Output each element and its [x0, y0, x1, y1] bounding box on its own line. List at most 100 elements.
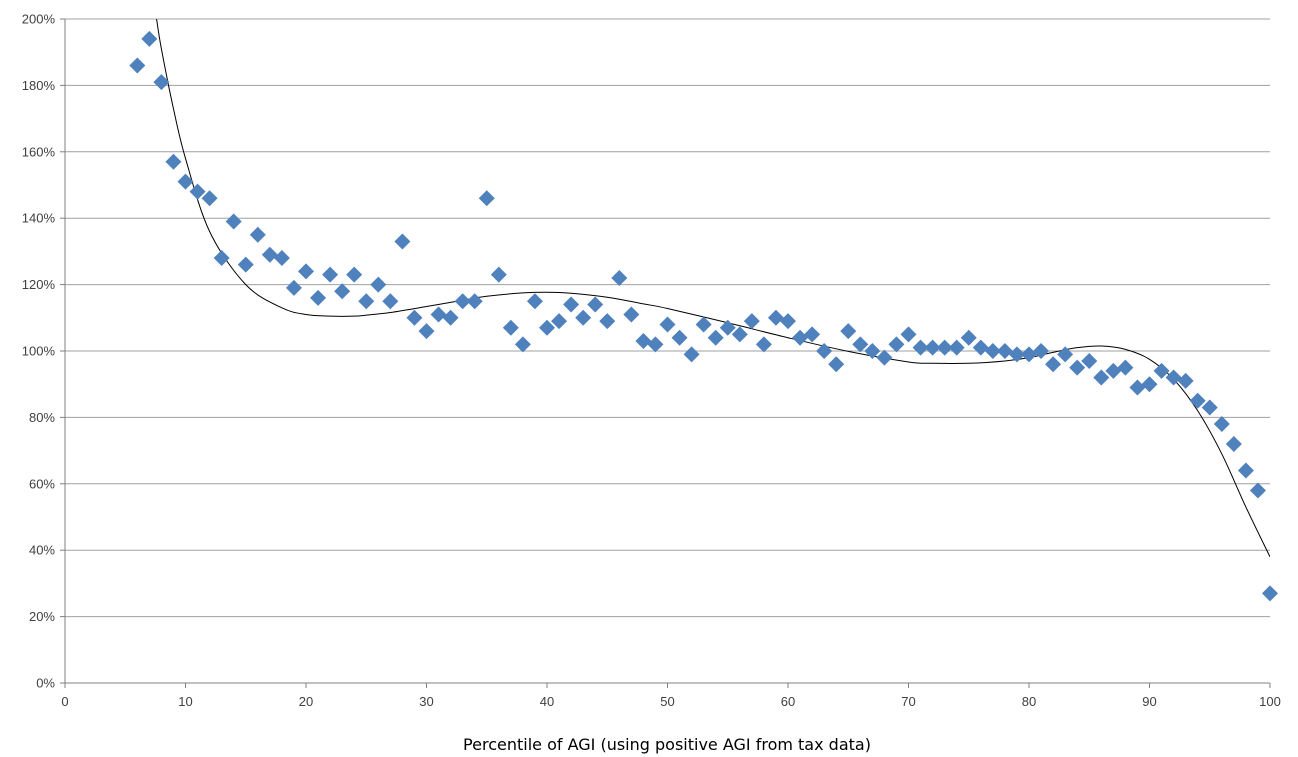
data-point: [828, 356, 845, 373]
data-point: [912, 339, 929, 356]
data-point: [587, 296, 604, 313]
x-tick-label: 80: [1022, 694, 1036, 709]
axes: [60, 18, 1271, 688]
data-point: [755, 336, 772, 353]
data-point: [1045, 356, 1062, 373]
x-tick-label: 50: [660, 694, 674, 709]
data-point: [1237, 462, 1254, 479]
data-point: [611, 269, 628, 286]
data-point: [575, 309, 592, 326]
data-point: [623, 306, 640, 323]
data-point: [635, 333, 652, 350]
data-point: [1093, 369, 1110, 386]
data-point: [261, 246, 278, 263]
data-point: [972, 339, 989, 356]
data-point: [358, 293, 375, 310]
data-point: [382, 293, 399, 310]
data-point: [526, 293, 543, 310]
data-point: [1189, 392, 1206, 409]
data-point: [1069, 359, 1086, 376]
x-tick-label: 20: [299, 694, 313, 709]
y-tick-label: 200%: [22, 12, 56, 27]
data-point: [225, 213, 242, 230]
data-point: [888, 336, 905, 353]
data-point: [984, 343, 1001, 359]
y-tick-label: 0%: [36, 676, 55, 691]
data-point: [695, 316, 712, 333]
y-tick-label: 160%: [22, 144, 56, 159]
x-tick-label: 100: [1259, 694, 1281, 709]
data-point: [201, 190, 218, 207]
y-tick-label: 100%: [22, 344, 56, 359]
data-point: [1105, 362, 1122, 379]
x-tick-label: 90: [1142, 694, 1156, 709]
data-point: [671, 329, 688, 346]
data-point: [514, 336, 531, 353]
data-point: [442, 309, 459, 326]
data-point: [731, 326, 748, 343]
x-axis-title: Percentile of AGI (using positive AGI fr…: [463, 735, 871, 754]
data-point: [249, 226, 266, 243]
data-point: [1177, 372, 1194, 389]
data-point: [804, 326, 821, 343]
x-tick-label: 60: [781, 694, 795, 709]
data-point: [1033, 343, 1050, 359]
data-point: [767, 309, 784, 326]
data-point: [707, 329, 724, 346]
data-point: [1008, 346, 1025, 363]
tick-labels: 0% 20% 40% 60% 80% 100% 120% 140% 160% 180% 200% 0 1…: [22, 12, 1281, 710]
data-point: [454, 293, 471, 310]
data-point: [237, 256, 254, 273]
data-point: [563, 296, 580, 313]
data-point: [466, 293, 483, 310]
data-point: [430, 306, 447, 323]
data-point: [551, 313, 568, 330]
x-tick-label: 0: [61, 694, 68, 709]
data-point: [864, 343, 881, 359]
data-point: [285, 279, 302, 296]
data-point: [900, 326, 917, 343]
data-point: [960, 329, 977, 346]
data-point: [683, 346, 700, 363]
data-point: [153, 74, 170, 91]
data-point: [599, 313, 616, 330]
y-tick-label: 140%: [22, 211, 56, 226]
data-point: [647, 336, 664, 353]
data-point: [1213, 416, 1230, 433]
data-point: [1225, 435, 1242, 452]
y-tick-label: 80%: [29, 410, 55, 425]
data-point: [1262, 585, 1278, 602]
data-point: [1021, 346, 1037, 363]
data-point: [780, 313, 796, 330]
data-point: [129, 57, 146, 74]
data-point: [996, 343, 1013, 359]
data-point: [1249, 482, 1266, 499]
data-point: [1081, 352, 1098, 369]
data-point: [1201, 399, 1218, 416]
data-point: [213, 250, 230, 267]
y-tick-label: 60%: [29, 476, 55, 491]
data-point: [1165, 369, 1182, 386]
data-point: [1129, 379, 1146, 396]
gridlines: [65, 18, 1270, 618]
data-points: [129, 30, 1278, 602]
data-point: [936, 339, 953, 356]
data-point: [406, 309, 423, 326]
data-point: [394, 233, 411, 250]
y-tick-label: 180%: [22, 78, 56, 93]
data-point: [165, 153, 182, 170]
y-tick-label: 40%: [29, 543, 55, 558]
data-point: [948, 339, 965, 356]
y-tick-label: 20%: [29, 609, 55, 624]
data-point: [346, 266, 363, 283]
data-point: [816, 343, 833, 359]
data-point: [840, 323, 857, 340]
data-point: [370, 276, 387, 293]
x-tick-label: 10: [178, 694, 192, 709]
x-tick-label: 30: [419, 694, 433, 709]
data-point: [792, 329, 809, 346]
data-point: [1117, 359, 1134, 376]
data-point: [298, 263, 314, 280]
data-point: [478, 190, 495, 207]
